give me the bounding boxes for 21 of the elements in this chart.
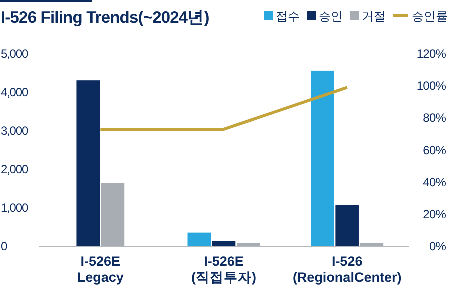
y2-tick-label: 60% xyxy=(423,143,447,158)
y-tick-label: 2,000 xyxy=(1,162,29,177)
y-tick-label: 4,000 xyxy=(1,86,29,100)
y2-tick-label: 20% xyxy=(423,208,447,222)
y2-tick-label: 100% xyxy=(416,79,447,94)
x-tick-label: I-526 (RegionalCenter) xyxy=(292,254,402,285)
y-tick-label: 1,000 xyxy=(1,201,29,216)
y2-tick-label: 0% xyxy=(429,240,447,254)
chart-title: I-526 Filing Trends(~2024년) xyxy=(1,9,210,27)
x-tick-label: I-526E Legacy xyxy=(77,254,124,285)
legend-label: 거절 xyxy=(362,10,386,24)
legend-label: 승인률 xyxy=(412,10,448,24)
y-tick-label: 5,000 xyxy=(1,47,29,61)
x-tick-label: I-526E (직접투자) xyxy=(192,254,256,285)
y2-tick-label: 120% xyxy=(416,47,447,61)
y2-tick-label: 80% xyxy=(423,111,447,126)
legend-label: 승인 xyxy=(319,10,343,24)
y-tick-label: 3,000 xyxy=(1,124,29,138)
legend-label: 접수 xyxy=(276,10,300,24)
y2-tick-label: 40% xyxy=(423,175,447,190)
y-tick-label: 0 xyxy=(1,240,8,254)
